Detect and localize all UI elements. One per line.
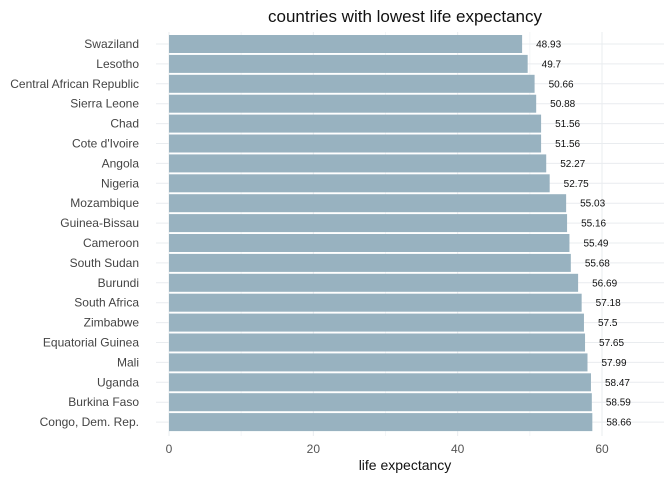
- x-tick-label: 40: [451, 442, 465, 456]
- category-label: Congo, Dem. Rep.: [40, 415, 139, 429]
- category-label: Swaziland: [84, 37, 139, 51]
- data-label: 57.18: [596, 298, 621, 309]
- bar: [169, 413, 593, 432]
- data-label: 50.88: [550, 99, 575, 110]
- category-label: South Sudan: [70, 256, 139, 270]
- data-label: 57.65: [599, 338, 624, 349]
- category-label: Zimbabwe: [84, 316, 140, 330]
- bar: [169, 94, 537, 113]
- bar: [169, 74, 535, 93]
- bar: [169, 373, 591, 392]
- category-label: Burkina Faso: [68, 395, 139, 409]
- bar: [169, 214, 568, 233]
- category-label: Equatorial Guinea: [43, 336, 139, 350]
- category-label: Nigeria: [101, 176, 139, 190]
- category-label: Mozambique: [70, 196, 139, 210]
- x-tick-label: 20: [307, 442, 321, 456]
- data-label: 55.68: [585, 258, 610, 269]
- value-labels: 48.93 49.7 50.66 50.88 51.56 51.56 52.27 52.75 5…: [536, 40, 632, 429]
- bar: [169, 35, 523, 53]
- data-label: 48.93: [536, 40, 561, 51]
- category-label: Uganda: [97, 375, 139, 389]
- chart-title: countries with lowest life expectancy: [268, 7, 543, 26]
- bar: [169, 114, 542, 133]
- category-label: Chad: [110, 117, 139, 131]
- category-label: Angola: [102, 156, 140, 170]
- bar: [169, 234, 570, 252]
- data-label: 50.66: [549, 79, 574, 90]
- bar: [169, 154, 547, 173]
- data-label: 55.16: [581, 219, 606, 230]
- bar: [169, 174, 550, 193]
- x-tick-labels: 0 20 40 60: [166, 442, 609, 456]
- data-label: 57.99: [601, 358, 626, 369]
- category-label: South Africa: [74, 296, 139, 310]
- bar: [169, 293, 582, 312]
- category-label: Burundi: [98, 276, 139, 290]
- category-labels: Swaziland Lesotho Central African Republic…: [10, 37, 139, 429]
- data-label: 58.66: [606, 418, 631, 429]
- data-label: 58.47: [605, 378, 630, 389]
- x-tick-label: 0: [166, 442, 173, 456]
- data-label: 58.59: [606, 398, 631, 409]
- bar: [169, 54, 528, 73]
- bar: [169, 353, 588, 372]
- bar: [169, 333, 586, 352]
- category-label: Sierra Leone: [70, 97, 139, 111]
- data-label: 52.75: [564, 179, 589, 190]
- data-label: 49.7: [542, 59, 562, 70]
- x-axis-title: life expectancy: [359, 457, 452, 473]
- data-label: 52.27: [560, 159, 585, 170]
- bar: [169, 393, 592, 412]
- category-label: Guinea-Bissau: [60, 216, 139, 230]
- x-tick-label: 60: [595, 442, 609, 456]
- category-label: Central African Republic: [10, 77, 139, 91]
- category-label: Lesotho: [96, 57, 139, 71]
- bar: [169, 273, 579, 292]
- category-label: Cote d'Ivoire: [72, 137, 139, 151]
- category-label: Cameroon: [83, 236, 139, 250]
- bar: [169, 134, 542, 153]
- data-label: 57.5: [598, 318, 618, 329]
- data-label: 51.56: [555, 139, 580, 150]
- data-label: 55.49: [583, 239, 608, 250]
- category-label: Mali: [117, 355, 139, 369]
- bar: [169, 194, 567, 213]
- bar: [169, 313, 584, 332]
- bar: [169, 253, 571, 272]
- bars: [169, 35, 593, 432]
- data-label: 55.03: [580, 199, 605, 210]
- data-label: 51.56: [555, 119, 580, 130]
- data-label: 56.69: [592, 278, 617, 289]
